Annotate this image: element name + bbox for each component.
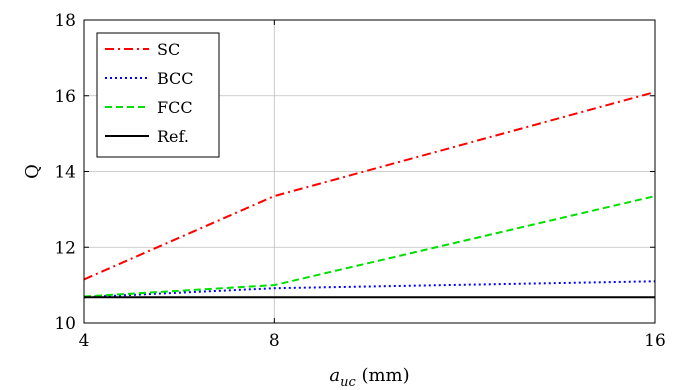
legend-label: FCC: [157, 98, 193, 117]
y-tick-label: 14: [54, 163, 76, 183]
y-axis-label: Q: [22, 164, 43, 179]
x-axis-label: auc (mm): [329, 365, 409, 390]
y-tick-label: 12: [54, 238, 76, 258]
x-axis-label-main: a: [329, 365, 340, 386]
x-axis-label-unit: (mm): [356, 365, 410, 386]
legend: SC BCC FCC Ref.: [96, 32, 220, 158]
x-tick-label: 4: [79, 331, 90, 351]
legend-label: Ref.: [157, 127, 189, 146]
series-line-3: [83, 195, 656, 298]
axis-ticks: 4 8 16 10 12 14 16 18: [54, 11, 665, 351]
legend-label: SC: [157, 40, 180, 59]
x-tick-label: 16: [644, 331, 666, 351]
series-line-2: [83, 280, 656, 299]
x-tick-label: 8: [269, 331, 280, 351]
y-tick-label: 16: [54, 87, 76, 107]
y-tick-label: 18: [54, 11, 76, 31]
x-axis-label-subscript: uc: [340, 375, 356, 390]
legend-label: BCC: [157, 69, 194, 88]
series-lines: [83, 91, 656, 299]
y-tick-label: 10: [54, 314, 76, 334]
series-line-1: [83, 91, 656, 281]
